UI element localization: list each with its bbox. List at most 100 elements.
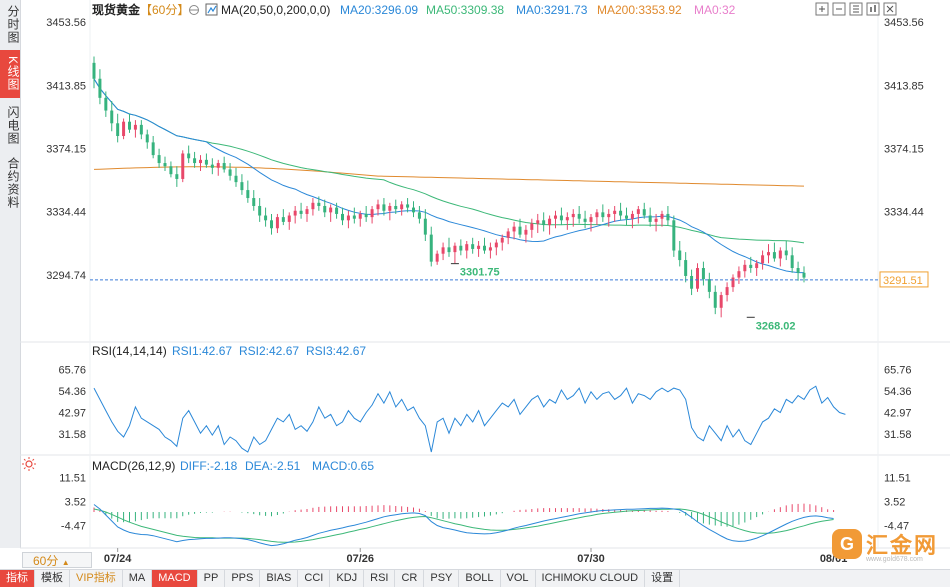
candle-body <box>305 209 309 214</box>
watermark-text: 汇金网 <box>866 533 939 558</box>
ma-toggle-icon[interactable] <box>205 3 218 16</box>
candle-pane: 3453.56 3453.56 3413.85 3413.85 3374.15 3374.… <box>46 17 929 332</box>
grid-icon[interactable] <box>849 2 863 16</box>
candle-body <box>477 245 481 249</box>
toolbar-item[interactable]: ICHIMOKU CLOUD <box>536 570 646 587</box>
candle-body <box>749 264 753 269</box>
extreme-label: 3268.02 <box>756 320 796 332</box>
tab-contract-info[interactable]: 合约资料 <box>6 157 20 209</box>
indicator-settings-icon[interactable] <box>189 5 199 15</box>
candle-body <box>429 234 433 262</box>
toolbar-item[interactable]: BOLL <box>459 570 501 587</box>
toolbar-item[interactable]: MACD <box>152 570 198 587</box>
shrink-icon[interactable] <box>832 2 846 16</box>
rsi-line <box>93 385 846 453</box>
macd-tick-right: 11.51 <box>884 472 911 484</box>
candle-body <box>672 220 676 251</box>
candle-body <box>299 210 303 214</box>
candle-body <box>648 215 652 222</box>
toolbar-item[interactable]: VIP指标 <box>70 570 123 587</box>
rsi-tick-right: 31.58 <box>884 429 912 441</box>
candle-body <box>595 212 599 218</box>
toolbar-item[interactable]: 指标 <box>0 570 35 587</box>
sidebar: 分时图 K线图 闪电图 合约资料 <box>0 0 21 548</box>
candle-body <box>613 210 617 214</box>
candle-body <box>323 205 327 213</box>
toolbar-item[interactable]: MA <box>123 570 153 587</box>
price-tick-left: 3413.85 <box>46 80 86 92</box>
period-label: 60分 <box>33 554 59 568</box>
ma-value: MA0:3291.73 <box>516 3 588 17</box>
ma-value: MA50:3309.38 <box>426 3 504 17</box>
candle-body <box>122 121 126 137</box>
candle-body <box>133 124 137 130</box>
price-chart[interactable]: 现货黄金 【60分】 MA(20,50,0,200,0,0) MA20:3296… <box>0 0 950 569</box>
toolbar-item[interactable]: 模板 <box>35 570 70 587</box>
candle-body <box>636 209 640 214</box>
candle-body <box>210 164 214 168</box>
candle-body <box>388 205 392 211</box>
candle-body <box>548 218 552 226</box>
ma-values: MA20:3296.09 MA50:3309.38 MA0:3291.73 MA200… <box>340 3 736 17</box>
candle-body <box>488 247 492 251</box>
candle-body <box>666 213 670 221</box>
candle-body <box>731 277 735 288</box>
toolbar-item[interactable]: PSY <box>424 570 460 587</box>
rsi-value: RSI1:42.67 <box>172 344 232 358</box>
sun-icon-core <box>25 460 33 468</box>
candle-body <box>264 215 268 221</box>
sun-icon <box>22 457 36 471</box>
price-tick-left: 3374.15 <box>46 143 86 155</box>
candle-body <box>394 205 398 210</box>
caret-up-icon: ▲ <box>61 558 70 567</box>
bar-icon[interactable] <box>866 2 880 16</box>
macd-tick-right: -4.47 <box>884 520 909 532</box>
candle-body <box>719 295 723 308</box>
candle-body <box>459 245 463 251</box>
rsi-tick-left: 31.58 <box>58 429 86 441</box>
price-tick-left: 3294.74 <box>46 270 86 282</box>
candle-body <box>737 271 741 278</box>
candle-body <box>536 220 540 224</box>
candle-body <box>660 213 664 219</box>
tab-time-chart[interactable]: 分时图 <box>6 4 20 44</box>
toolbar-item[interactable]: 设置 <box>645 570 681 587</box>
toolbar-item[interactable]: PPS <box>225 570 261 587</box>
expand-icon[interactable] <box>815 2 829 16</box>
sun-icon-ray <box>32 458 35 461</box>
rsi-tick-right: 42.97 <box>884 408 912 420</box>
close-icon-glyph <box>886 5 894 13</box>
period-selector[interactable]: 60分 ▲ <box>22 552 92 568</box>
toolbar-item[interactable]: BIAS <box>260 570 299 587</box>
macd-tick-left: 3.52 <box>65 496 86 508</box>
candle-body <box>216 163 220 168</box>
toolbar-item[interactable]: PP <box>198 570 226 587</box>
rsi-tick-right: 65.76 <box>884 365 912 377</box>
period-tag: 【60分】 <box>140 3 189 17</box>
extreme-label: 3301.75 <box>460 267 500 279</box>
rsi-value: RSI2:42.67 <box>239 344 299 358</box>
toolbar-item[interactable]: CR <box>395 570 425 587</box>
candle-body <box>778 250 782 259</box>
candle-body <box>293 210 297 216</box>
close-icon[interactable] <box>883 2 897 16</box>
toolbar-item[interactable]: RSI <box>364 570 396 587</box>
candle-body <box>364 213 368 218</box>
tab-flash-chart[interactable]: 闪电图 <box>6 105 20 145</box>
candle-body <box>240 182 244 191</box>
macd-tick-right: 3.52 <box>884 496 905 508</box>
price-tick-right: 3334.44 <box>884 207 924 219</box>
tab-kline-chart[interactable]: K线图 <box>0 50 20 98</box>
macd-tick-left: 11.51 <box>59 472 86 484</box>
toolbar-item[interactable]: KDJ <box>330 570 365 587</box>
rsi-pane: RSI(14,14,14) RSI1:42.67 RSI2:42.67 RSI3:42… <box>58 344 912 453</box>
candle-body <box>772 252 776 259</box>
candle-body <box>601 212 605 218</box>
toolbar-item[interactable]: VOL <box>501 570 536 587</box>
candle-body <box>755 263 759 269</box>
candle-body <box>761 255 765 264</box>
toolbar-item[interactable]: CCI <box>298 570 331 587</box>
candle-body <box>743 264 747 272</box>
candle-body <box>199 159 202 164</box>
ma-title: MA(20,50,0,200,0,0) <box>221 3 330 17</box>
